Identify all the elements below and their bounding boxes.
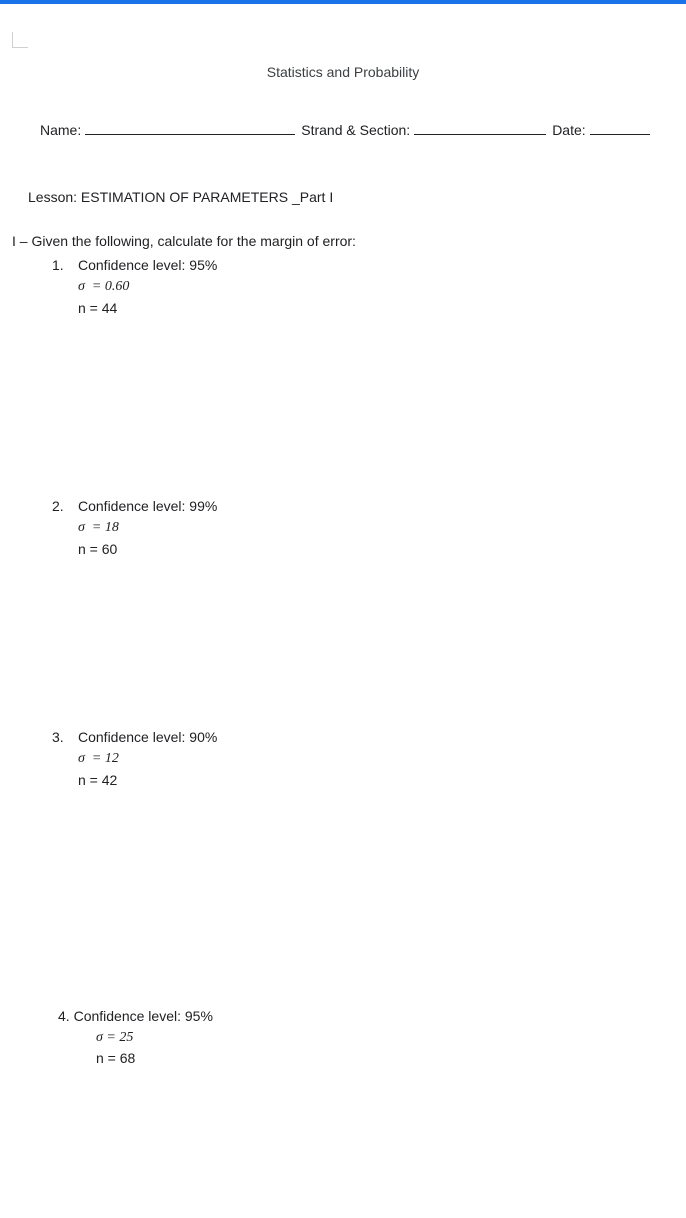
problem-conf-line: 4. Confidence level: 95% (78, 1006, 686, 1026)
problem-conf-label: Confidence level: 95% (78, 257, 217, 273)
sigma-value: σ = 18 (78, 520, 119, 535)
subject-heading: Statistics and Probability (0, 62, 686, 82)
problem-number: 4. (58, 1006, 70, 1026)
strand-field: Strand & Section: (301, 120, 552, 140)
name-field: Name: (40, 120, 301, 140)
problem-n-line: n = 44 (78, 298, 686, 318)
problem-item: 4. Confidence level: 95% σ = 25 n = 68 (0, 1006, 686, 1069)
strand-label: Strand & Section: (301, 120, 410, 140)
problem-sigma-line: σ = 0.60 (78, 275, 686, 297)
document-page: Statistics and Probability Name: Strand … (0, 4, 686, 1069)
problem-conf-label: Confidence level: 95% (74, 1008, 213, 1024)
problem-item: 1.Confidence level: 95% σ = 0.60 n = 44 (0, 255, 686, 318)
problem-number: 1. (52, 255, 78, 275)
problem-conf-line: 3.Confidence level: 90% (78, 727, 686, 747)
problem-conf-line: 2.Confidence level: 99% (78, 496, 686, 516)
date-field: Date: (552, 120, 655, 140)
problem-sigma-line: σ = 12 (78, 747, 686, 769)
meta-row: Name: Strand & Section: Date: (0, 120, 686, 140)
problem-n-line: n = 68 (78, 1048, 686, 1068)
lesson-title: Lesson: ESTIMATION OF PARAMETERS _Part I (0, 141, 686, 207)
section-intro: I – Given the following, calculate for t… (0, 207, 686, 251)
problem-conf-label: Confidence level: 99% (78, 498, 217, 514)
page-corner-mark (12, 32, 28, 48)
strand-blank-line[interactable] (414, 121, 546, 135)
problem-gap (0, 790, 686, 1006)
problem-gap (0, 318, 686, 496)
problem-sigma-line: σ = 25 (78, 1026, 686, 1048)
sigma-value: σ = 25 (96, 1030, 133, 1045)
sigma-value: σ = 0.60 (78, 279, 129, 294)
problem-n-line: n = 42 (78, 770, 686, 790)
problem-item: 3.Confidence level: 90% σ = 12 n = 42 (0, 727, 686, 790)
sigma-value: σ = 12 (78, 751, 119, 766)
problem-n-line: n = 60 (78, 539, 686, 559)
problem-number: 3. (52, 727, 78, 747)
name-label: Name: (40, 120, 81, 140)
problem-sigma-line: σ = 18 (78, 516, 686, 538)
problem-conf-label: Confidence level: 90% (78, 729, 217, 745)
problem-gap (0, 559, 686, 727)
name-blank-line[interactable] (85, 121, 295, 135)
date-blank-line[interactable] (590, 121, 650, 135)
problem-number: 2. (52, 496, 78, 516)
problem-item: 2.Confidence level: 99% σ = 18 n = 60 (0, 496, 686, 559)
problem-conf-line: 1.Confidence level: 95% (78, 255, 686, 275)
date-label: Date: (552, 120, 585, 140)
problem-list: 1.Confidence level: 95% σ = 0.60 n = 44 … (0, 251, 686, 1069)
